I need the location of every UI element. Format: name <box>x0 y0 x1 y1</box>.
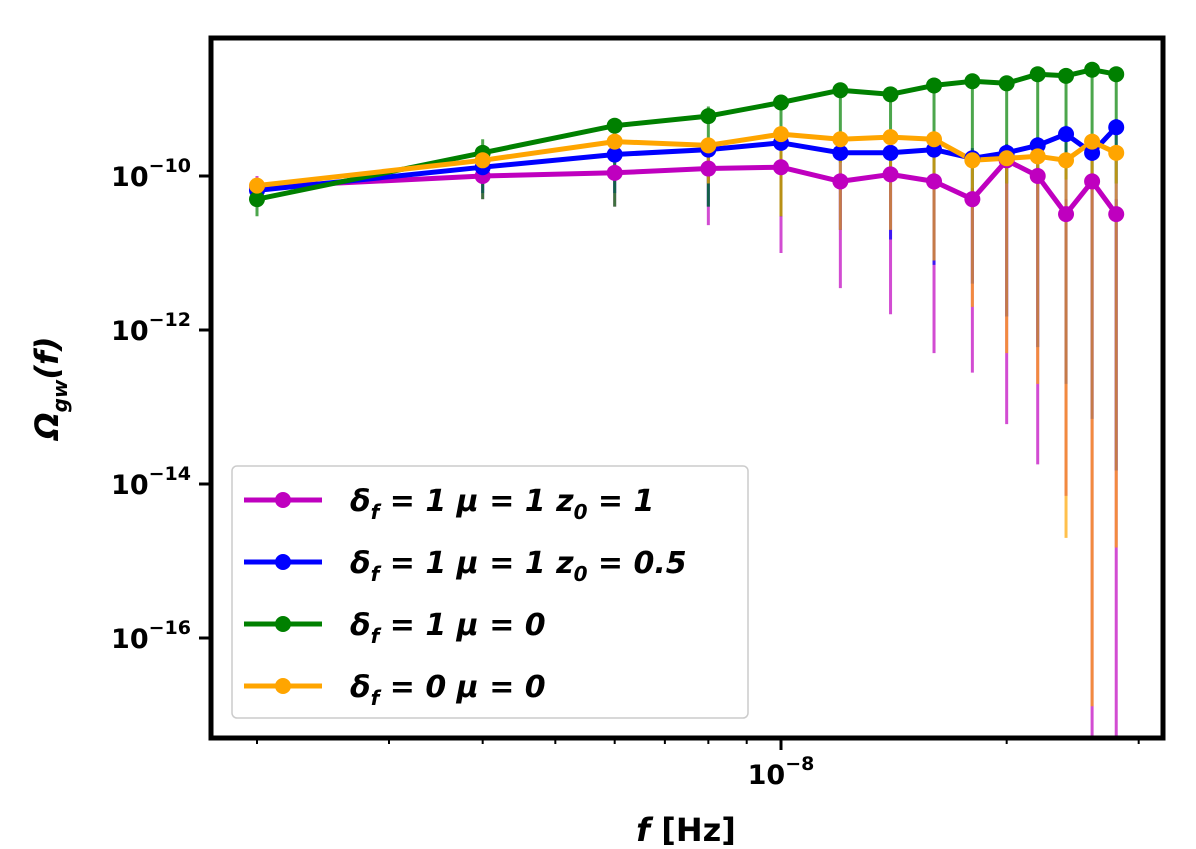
data-point <box>998 75 1015 92</box>
data-point <box>1029 168 1046 184</box>
data-point <box>1058 206 1075 223</box>
data-point <box>474 152 491 169</box>
y-tick-label: 10−10 <box>111 155 191 193</box>
legend: δf = 1 μ = 1 z0 = 1 δf = 1 μ = 1 z0 = 0.5… <box>231 465 749 719</box>
legend-marker <box>275 616 291 632</box>
data-point <box>249 177 265 194</box>
data-point <box>832 82 849 99</box>
data-point <box>606 133 623 150</box>
y-axis-ticks: 10−10 10−12 10−14 10−16 <box>111 155 211 655</box>
data-point <box>832 131 849 148</box>
x-axis-label: f [Hz] <box>636 811 736 849</box>
legend-label: δf = 0 μ = 0 <box>350 670 546 710</box>
data-point <box>1084 144 1101 161</box>
data-point <box>1084 61 1101 78</box>
data-point <box>926 173 943 190</box>
y-tick-label: 10−16 <box>111 617 191 655</box>
data-point <box>926 77 943 94</box>
data-point <box>1029 148 1046 165</box>
y-tick-label: 10−14 <box>111 463 191 501</box>
y-axis-label-arg: (f) <box>28 336 66 379</box>
data-point <box>1058 152 1075 169</box>
data-point <box>964 191 981 208</box>
y-tick-label: 10−12 <box>111 309 191 347</box>
data-point <box>700 108 717 125</box>
data-point <box>700 160 717 177</box>
data-point <box>1084 173 1101 190</box>
legend-label: δf = 1 μ = 1 z0 = 1 <box>350 484 654 524</box>
data-point <box>773 94 789 111</box>
data-point <box>882 144 899 161</box>
data-point <box>832 144 849 161</box>
legend-label: δf = 1 μ = 1 z0 = 0.5 <box>350 546 687 586</box>
data-point <box>964 152 981 169</box>
legend-marker <box>275 492 291 508</box>
data-point <box>882 86 899 103</box>
data-point <box>1084 133 1101 150</box>
data-point <box>882 129 899 146</box>
x-axis-ticks: 10−8 <box>256 738 1140 791</box>
data-point <box>1108 206 1125 223</box>
data-point <box>1058 126 1075 143</box>
data-point <box>882 166 899 183</box>
plot-frame <box>208 35 1166 741</box>
data-point <box>1029 66 1046 83</box>
legend-marker <box>275 678 291 694</box>
y-axis-label: Ωgw(f) <box>28 336 72 441</box>
data-point <box>1108 66 1125 83</box>
data-point <box>1108 144 1125 161</box>
legend-box <box>231 465 749 719</box>
data-point <box>1108 119 1125 136</box>
x-axis-label-var: f <box>636 811 654 849</box>
data-point <box>832 173 849 190</box>
y-axis-label-sub: gw <box>48 379 72 412</box>
data-point <box>606 164 623 181</box>
x-axis-label-unit: [Hz] <box>650 811 736 849</box>
data-point <box>998 150 1015 167</box>
marker-layer <box>249 61 1125 223</box>
data-point <box>1058 67 1075 84</box>
data-point <box>249 191 265 208</box>
legend-label: δf = 1 μ = 0 <box>350 608 546 648</box>
data-point <box>926 131 943 148</box>
data-point <box>1029 137 1046 154</box>
y-axis-label-base: Ω <box>28 412 66 441</box>
data-point <box>606 146 623 163</box>
x-tick-label: 10−8 <box>748 753 815 791</box>
legend-marker <box>275 554 291 570</box>
data-point <box>773 159 789 176</box>
data-point <box>964 73 981 90</box>
data-point <box>606 117 623 134</box>
data-point <box>773 126 789 143</box>
data-point <box>700 137 717 154</box>
